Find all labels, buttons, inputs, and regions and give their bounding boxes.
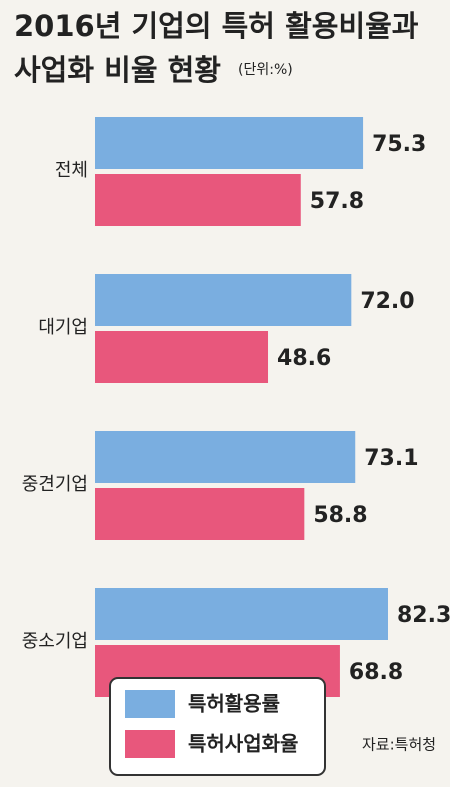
bar bbox=[95, 331, 269, 383]
chart-subtitle: 사업화 비율 현황 bbox=[14, 53, 221, 87]
value-label: 58.8 bbox=[313, 503, 367, 528]
bar bbox=[95, 117, 364, 169]
bar bbox=[95, 431, 356, 483]
category-label: 전체 bbox=[55, 160, 88, 181]
bar bbox=[95, 174, 301, 226]
value-label: 73.1 bbox=[364, 446, 418, 471]
value-label: 72.0 bbox=[360, 289, 414, 314]
bar bbox=[95, 588, 388, 640]
category-label: 중소기업 bbox=[22, 631, 88, 652]
legend-swatch bbox=[125, 730, 175, 758]
legend-swatch bbox=[125, 690, 175, 718]
value-label: 82.3 bbox=[397, 603, 450, 628]
value-label: 68.8 bbox=[349, 660, 403, 685]
value-label: 48.6 bbox=[277, 346, 331, 371]
bar bbox=[95, 274, 352, 326]
source: 자료:특허청 bbox=[362, 736, 436, 754]
unit-label: (단위:%) bbox=[238, 62, 293, 78]
legend-label: 특허활용률 bbox=[188, 692, 280, 716]
bar bbox=[95, 488, 305, 540]
value-label: 57.8 bbox=[310, 189, 364, 214]
category-label: 대기업 bbox=[38, 317, 88, 338]
chart-title: 2016년 기업의 특허 활용비율과 bbox=[14, 9, 419, 43]
legend-label: 특허사업화율 bbox=[188, 732, 298, 756]
category-label: 중견기업 bbox=[22, 474, 88, 495]
value-label: 75.3 bbox=[372, 132, 426, 157]
